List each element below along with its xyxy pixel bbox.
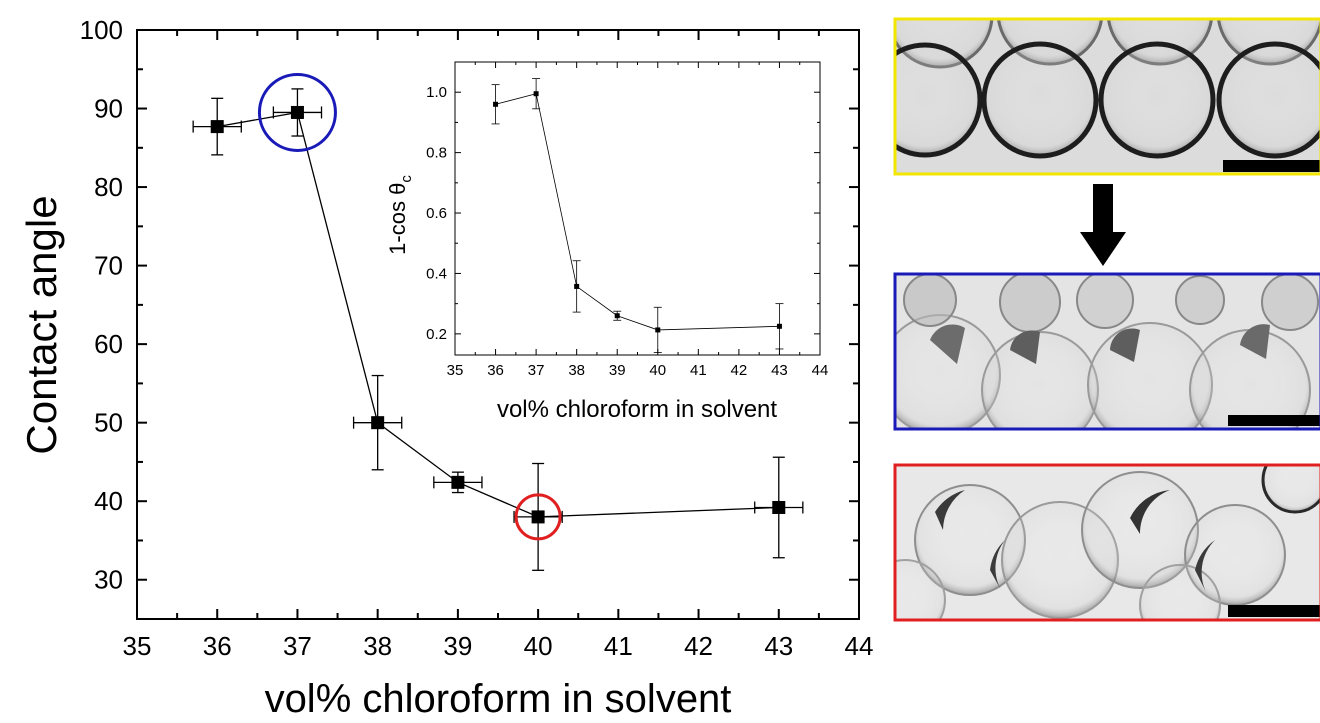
data-point <box>531 510 545 524</box>
y-tick-label: 0.4 <box>426 265 447 282</box>
x-tick-label: 42 <box>684 631 713 661</box>
y-tick-label: 70 <box>94 251 123 281</box>
main-ticks <box>136 29 860 619</box>
data-point <box>772 500 786 514</box>
inset-y-label-main: 1-cos θ <box>385 183 410 255</box>
data-point <box>776 323 782 329</box>
x-tick-label: 41 <box>690 362 707 379</box>
data-point <box>371 416 385 430</box>
data-point <box>574 283 580 289</box>
inset-tick-labels: 35 36 37 38 39 40 41 42 43 44 0.2 0.4 0.6 0.8 1.0 <box>426 84 828 379</box>
y-tick-label: 0.6 <box>426 205 447 222</box>
main-tick-labels: 35 36 37 38 39 40 41 42 43 44 30 40 50 60 70 80 90 100 <box>80 15 874 661</box>
inset-x-axis-label: vol% chloroform in solvent <box>497 396 777 423</box>
data-point <box>451 475 465 489</box>
y-tick-label: 50 <box>94 408 123 438</box>
x-tick-label: 35 <box>123 631 152 661</box>
inset-y-label-subscript: c <box>398 175 415 183</box>
y-tick-label: 0.8 <box>426 145 447 162</box>
main-data <box>192 88 804 571</box>
y-tick-label: 30 <box>94 565 123 595</box>
series-line <box>495 93 780 331</box>
x-tick-label: 37 <box>283 631 312 661</box>
x-tick-label: 36 <box>487 362 504 379</box>
x-tick-label: 40 <box>524 631 553 661</box>
y-tick-label: 40 <box>94 486 123 516</box>
x-tick-label: 38 <box>568 362 585 379</box>
y-tick-label: 100 <box>80 15 123 45</box>
arrow-down-icon <box>1080 184 1126 266</box>
y-tick-label: 90 <box>94 94 123 124</box>
x-tick-label: 39 <box>443 631 472 661</box>
series-line <box>217 111 779 518</box>
micrograph-panel-bottom <box>893 463 1320 622</box>
x-tick-label: 43 <box>764 631 793 661</box>
highlight-circle <box>257 72 337 152</box>
scale-bar-top <box>1223 160 1320 172</box>
data-point <box>533 91 539 97</box>
x-tick-label: 40 <box>649 362 666 379</box>
x-tick-label: 39 <box>609 362 626 379</box>
inset-plot-frame <box>454 61 821 356</box>
inset-y-axis-label: 1-cos θc <box>385 175 415 255</box>
main-x-axis-label: vol% chloroform in solvent <box>265 677 732 721</box>
inset-chart: 35 36 37 38 39 40 41 42 43 44 0.2 0.4 0.6 0.8 1.0 vol%… <box>385 61 828 423</box>
scale-bar-middle <box>1228 415 1320 426</box>
scale-bar-bottom <box>1228 605 1320 617</box>
x-tick-label: 37 <box>528 362 545 379</box>
main-annotations <box>257 72 562 541</box>
inset-ticks <box>454 62 821 355</box>
y-tick-label: 80 <box>94 172 123 202</box>
highlight-circle <box>514 493 562 541</box>
bubbles-bottom <box>894 464 1320 620</box>
y-tick-label: 1.0 <box>426 84 447 101</box>
main-y-axis-label: Contact angle <box>18 195 65 454</box>
y-tick-label: 60 <box>94 329 123 359</box>
main-chart: 35 36 37 38 39 40 41 42 43 44 30 40 50 60 70 80 90 100 vo… <box>18 15 873 721</box>
bubbles-top <box>894 18 1320 172</box>
bubbles-middle <box>894 273 1320 429</box>
x-tick-label: 42 <box>731 362 748 379</box>
micrograph-panel-top <box>893 17 1320 176</box>
data-point <box>614 313 620 319</box>
x-tick-label: 43 <box>771 362 788 379</box>
x-tick-label: 36 <box>203 631 232 661</box>
x-tick-label: 44 <box>812 362 829 379</box>
data-point <box>493 101 499 107</box>
data-point <box>655 327 661 333</box>
x-tick-label: 44 <box>845 631 874 661</box>
data-point <box>290 105 304 119</box>
x-tick-label: 38 <box>363 631 392 661</box>
y-tick-label: 0.2 <box>426 326 447 343</box>
x-tick-label: 41 <box>604 631 633 661</box>
data-point <box>210 120 224 134</box>
micrograph-panel-middle <box>893 272 1320 431</box>
x-tick-label: 35 <box>447 362 464 379</box>
inset-data <box>491 78 784 353</box>
